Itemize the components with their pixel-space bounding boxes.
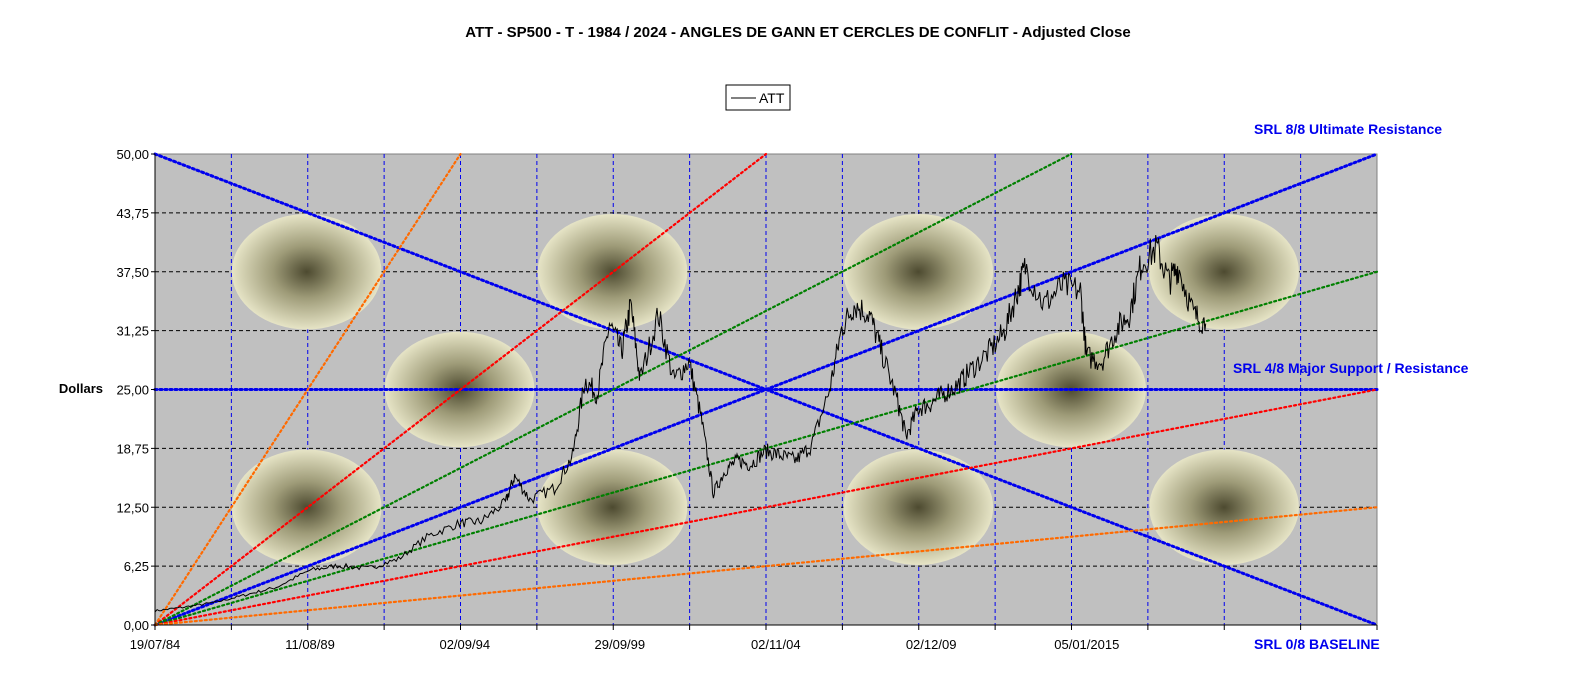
y-tick-label: 0,00	[124, 618, 149, 633]
x-tick-label: 11/08/89	[285, 637, 335, 652]
y-tick-label: 18,75	[116, 441, 149, 456]
srl-8-8-label: SRL 8/8 Ultimate Resistance	[1254, 121, 1442, 137]
x-tick-label: 19/07/84	[130, 637, 181, 652]
y-tick-label: 12,50	[116, 500, 149, 515]
x-tick-labels: 19/07/84 11/08/89 02/09/94 29/09/99 02/11/04…	[130, 625, 1378, 652]
x-tick-label: 05/01/2015	[1054, 637, 1119, 652]
y-axis-label: Dollars	[59, 381, 103, 396]
x-tick-label: 02/09/94	[439, 637, 490, 652]
y-tick-label: 50,00	[116, 147, 149, 162]
conflict-circle	[843, 449, 994, 565]
x-tick-label: 29/09/99	[595, 637, 646, 652]
y-tick-label: 37,50	[116, 265, 149, 280]
conflict-circle	[1149, 449, 1299, 565]
y-tick-label: 25,00	[116, 383, 149, 398]
srl-4-8-label: SRL 4/8 Major Support / Resistance	[1233, 360, 1469, 376]
legend-label-att: ATT	[759, 90, 785, 106]
gann-angle-line	[153, 152, 462, 627]
series-att	[154, 235, 1207, 613]
gann-angle-line	[153, 506, 1379, 627]
conflict-circle	[843, 214, 994, 330]
y-tick-labels: 0,00 6,25 12,50 18,75 25,00 31,25 37,50 43,75 50…	[116, 147, 155, 633]
gann-angle-line	[153, 152, 1073, 627]
y-tick-label: 31,25	[116, 324, 149, 339]
gann-angle-line	[153, 388, 1379, 627]
y-tick-label: 43,75	[116, 206, 149, 221]
x-tick-label: 02/12/09	[906, 637, 957, 652]
x-tick-label: 02/11/04	[751, 637, 801, 652]
series-line-att	[154, 235, 1207, 613]
conflict-circle	[537, 449, 688, 565]
gann-angle-line	[153, 152, 768, 627]
gann-angle-lines	[153, 152, 1379, 627]
chart-title: ATT - SP500 - T - 1984 / 2024 - ANGLES D…	[465, 24, 1130, 41]
srl-0-8-label: SRL 0/8 BASELINE	[1254, 636, 1380, 652]
y-tick-label: 6,25	[124, 559, 149, 574]
legend: ATT	[725, 84, 791, 111]
conflict-circle	[231, 214, 382, 330]
